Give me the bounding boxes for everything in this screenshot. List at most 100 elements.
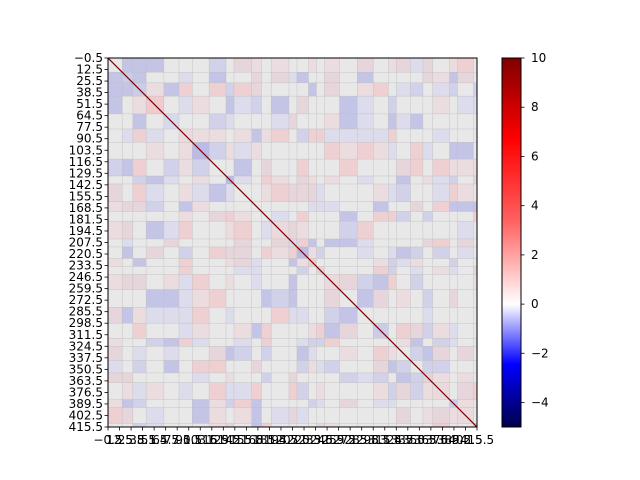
heatmap-cell xyxy=(178,183,193,202)
heatmap-cell xyxy=(373,274,389,290)
heatmap-cell xyxy=(308,399,317,408)
heatmap-cell xyxy=(388,113,397,129)
y-tick-label: 207.5 xyxy=(69,236,103,250)
heatmap-cell xyxy=(288,258,297,267)
heatmap-cell xyxy=(388,382,397,400)
heatmap-cell xyxy=(261,246,272,259)
heatmap-cell xyxy=(422,307,433,324)
x-tick-label: 259.5 xyxy=(321,433,355,447)
heatmap-cell xyxy=(163,360,179,373)
heatmap-cell xyxy=(296,72,309,83)
heatmap-cell xyxy=(373,346,389,361)
heatmap-cell xyxy=(233,382,252,400)
heatmap-cell xyxy=(225,346,234,361)
heatmap-cell xyxy=(457,238,474,247)
heatmap-cell xyxy=(339,221,358,239)
heatmap-cell xyxy=(324,201,340,212)
colorbar-gradient xyxy=(502,58,521,427)
heatmap-cell xyxy=(422,360,433,373)
heatmap-cell xyxy=(324,175,340,184)
heatmap-cell xyxy=(146,183,164,202)
y-tick-label: 25.5 xyxy=(76,74,103,88)
heatmap-cell xyxy=(373,399,389,408)
heatmap-cell xyxy=(357,128,374,143)
heatmap-cell xyxy=(324,58,340,73)
heatmap-cell xyxy=(357,82,374,97)
heatmap-cell xyxy=(432,423,450,427)
heatmap-cell xyxy=(432,175,450,184)
heatmap-cell xyxy=(233,96,252,114)
y-tick-label: 324.5 xyxy=(69,339,103,353)
x-tick-label: 129.5 xyxy=(206,433,240,447)
heatmap-cell xyxy=(296,307,309,324)
heatmap-cell xyxy=(271,128,289,143)
heatmap-cell xyxy=(422,58,433,73)
heatmap-cell xyxy=(209,113,226,129)
heatmap-cell xyxy=(396,183,411,202)
heatmap-cell xyxy=(373,142,389,160)
heatmap-cell xyxy=(192,159,210,176)
heatmap-cell xyxy=(410,382,423,400)
heatmap-cell xyxy=(449,82,458,97)
heatmap-cell xyxy=(324,142,340,160)
heatmap-cell xyxy=(146,289,164,308)
heatmap-area xyxy=(108,58,477,427)
colorbar-tick-label: 2 xyxy=(531,248,539,262)
heatmap-cell xyxy=(316,201,325,212)
x-tick-label: 337.5 xyxy=(391,433,425,447)
heatmap-cell xyxy=(316,382,325,400)
heatmap-cell xyxy=(233,128,252,143)
heatmap-cell xyxy=(396,82,411,97)
x-tick-label: 142.5 xyxy=(218,433,252,447)
heatmap-cell xyxy=(324,238,340,247)
heatmap-cell xyxy=(457,346,474,361)
heatmap-cell xyxy=(296,258,309,267)
heatmap-cell xyxy=(357,238,374,247)
y-tick-label: 38.5 xyxy=(76,86,103,100)
heatmap-cell xyxy=(373,258,389,267)
heatmap-cell xyxy=(209,399,226,408)
heatmap-cell xyxy=(209,58,226,73)
heatmap-cell xyxy=(209,346,226,361)
heatmap-cell xyxy=(132,258,147,267)
heatmap-cell xyxy=(132,423,147,427)
heatmap-cell xyxy=(308,183,317,202)
heatmap-cell xyxy=(146,201,164,212)
y-tick-label: 129.5 xyxy=(69,166,103,180)
heatmap-cell xyxy=(357,289,374,308)
heatmap-cell xyxy=(209,289,226,308)
heatmap-cell xyxy=(432,82,450,97)
heatmap-cell xyxy=(357,274,374,290)
heatmap-cell xyxy=(422,72,433,83)
heatmap-cell xyxy=(457,246,474,259)
y-tick-label: 311.5 xyxy=(69,328,103,342)
heatmap-cell xyxy=(388,360,397,373)
heatmap-cell xyxy=(410,274,423,290)
heatmap-cell xyxy=(457,58,474,73)
heatmap-cell xyxy=(233,221,252,239)
colorbar-ticks: 10 8 6 4 2 0 −2 −4 xyxy=(521,51,549,409)
heatmap-cell xyxy=(457,221,474,239)
x-tick-label: 155.5 xyxy=(229,433,263,447)
heatmap-cell xyxy=(410,201,423,212)
heatmap-cell xyxy=(396,372,411,383)
heatmap-cell xyxy=(432,360,450,373)
heatmap-cell xyxy=(308,323,317,339)
heatmap-cell xyxy=(308,201,317,212)
heatmap-cell xyxy=(225,82,234,97)
y-tick-label: 181.5 xyxy=(69,212,103,226)
heatmap-cell xyxy=(449,266,458,275)
heatmap-cell xyxy=(108,274,123,290)
heatmap-cell xyxy=(146,246,164,259)
heatmap-cell xyxy=(122,246,133,259)
heatmap-cell xyxy=(261,183,272,202)
heatmap-cell xyxy=(296,175,309,184)
x-tick-label: 116.5 xyxy=(195,433,229,447)
heatmap-cell xyxy=(422,142,433,160)
heatmap-cell xyxy=(122,274,133,290)
x-tick-label: 233.5 xyxy=(298,433,332,447)
heatmap-cell xyxy=(288,221,297,239)
x-tick-label: 246.5 xyxy=(310,433,344,447)
heatmap-cell xyxy=(422,175,433,184)
